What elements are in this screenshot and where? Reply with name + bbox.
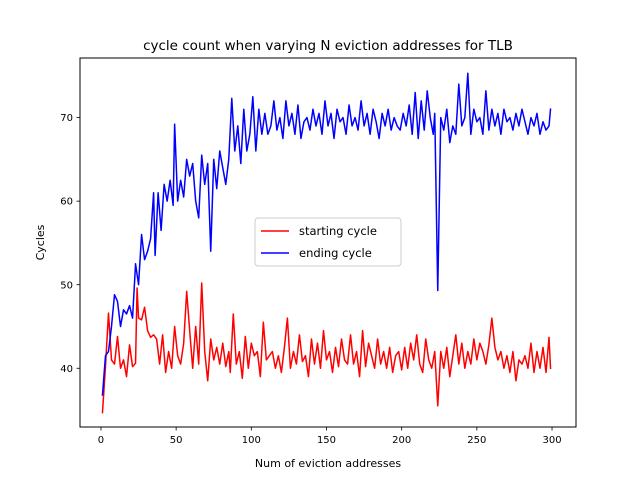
x-tick-label: 0 (98, 435, 104, 446)
x-tick-label: 150 (317, 435, 336, 446)
x-tick-label: 100 (242, 435, 261, 446)
x-axis-label: Num of eviction addresses (255, 457, 401, 470)
plot-frame (79, 57, 577, 428)
legend-label: ending cycle (299, 246, 372, 260)
y-tick-label: 70 (60, 113, 73, 124)
chart-title: cycle count when varying N eviction addr… (143, 38, 513, 54)
y-axis-label: Cycles (34, 224, 47, 260)
y-tick-label: 50 (60, 280, 73, 291)
legend-label: starting cycle (299, 224, 377, 238)
series-line-2 (101, 72, 552, 396)
x-axis-ticks: 0 50 100 150 200 250 300 (98, 427, 562, 446)
y-tick-label: 40 (60, 364, 73, 375)
y-axis-ticks: 40 50 60 70 (60, 113, 80, 375)
x-tick-label: 50 (170, 435, 183, 446)
x-tick-label: 250 (467, 435, 486, 446)
x-tick-label: 200 (392, 435, 411, 446)
x-tick-label: 300 (542, 435, 561, 446)
series-line-1 (101, 282, 552, 414)
legend: starting cycle ending cycle (254, 217, 402, 267)
plot-lines (101, 72, 552, 414)
y-tick-label: 60 (60, 197, 73, 208)
legend-box (254, 217, 402, 267)
